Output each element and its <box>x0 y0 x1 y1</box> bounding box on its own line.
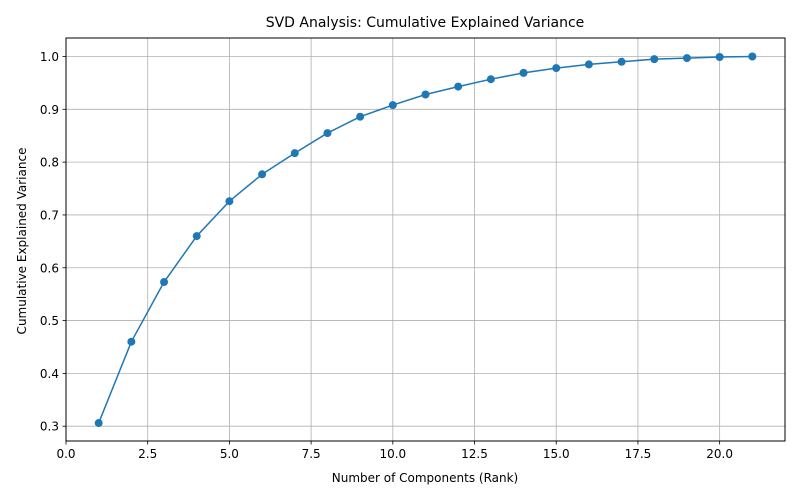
data-point <box>323 129 332 138</box>
x-tick-label: 20.0 <box>706 447 733 461</box>
data-point <box>584 60 593 69</box>
data-point <box>160 278 169 287</box>
data-point <box>519 68 528 77</box>
data-point <box>290 149 299 158</box>
y-tick-label: 0.9 <box>40 103 59 117</box>
x-tick-label: 2.5 <box>138 447 157 461</box>
tick-layer: 0.0 2.5 5.0 7.5 10.0 12.5 15.0 17.5 20.0 0.3 0.4 0.… <box>40 50 733 461</box>
y-axis-label: Cumulative Explained Variance <box>15 148 29 335</box>
y-tick-label: 0.3 <box>40 420 59 434</box>
data-point <box>617 57 626 66</box>
x-tick-label: 12.5 <box>461 447 488 461</box>
data-point <box>388 101 397 110</box>
data-point <box>552 64 561 73</box>
data-point <box>94 419 103 428</box>
data-point <box>258 170 267 179</box>
plot-frame <box>65 37 786 442</box>
series-layer <box>94 52 757 428</box>
data-point <box>225 197 234 206</box>
data-point <box>356 112 365 121</box>
data-point <box>192 232 201 241</box>
y-tick-label: 0.4 <box>40 367 59 381</box>
data-point <box>715 53 724 62</box>
y-tick-label: 0.5 <box>40 314 59 328</box>
data-point <box>127 337 136 346</box>
x-tick-label: 17.5 <box>625 447 652 461</box>
y-tick-label: 0.6 <box>40 261 59 275</box>
x-axis-label: Number of Components (Rank) <box>332 471 518 485</box>
x-tick-label: 10.0 <box>379 447 406 461</box>
x-tick-label: 0.0 <box>56 447 75 461</box>
x-tick-label: 15.0 <box>543 447 570 461</box>
x-tick-label: 7.5 <box>302 447 321 461</box>
y-tick-label: 1.0 <box>40 50 59 64</box>
data-point <box>421 90 430 99</box>
data-point <box>748 52 757 61</box>
chart-title: SVD Analysis: Cumulative Explained Varia… <box>266 15 585 31</box>
x-tick-label: 5.0 <box>220 447 239 461</box>
y-tick-label: 0.8 <box>40 156 59 170</box>
data-point <box>650 55 659 64</box>
grid <box>65 38 785 441</box>
data-point <box>454 82 463 91</box>
data-point <box>486 75 495 84</box>
y-tick-label: 0.7 <box>40 208 59 222</box>
data-point <box>682 54 691 63</box>
